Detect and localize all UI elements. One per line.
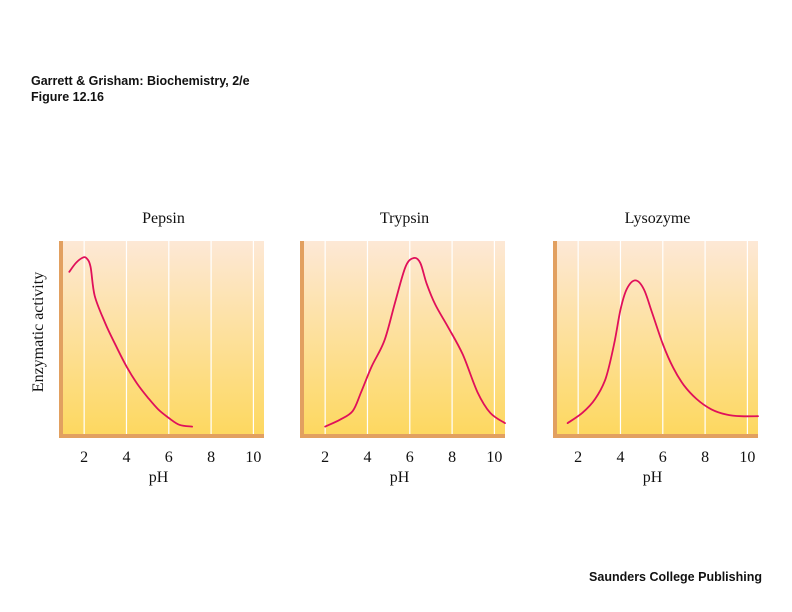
x-tick-label: 8 <box>207 449 215 466</box>
publisher-credit: Saunders College Publishing <box>589 570 762 584</box>
x-tick-label: 10 <box>486 449 502 466</box>
x-tick-label: 2 <box>574 449 582 466</box>
plot-area <box>63 241 264 434</box>
y-axis-line <box>553 241 557 438</box>
figure-number: Figure 12.16 <box>31 90 104 104</box>
panel-title: Pepsin <box>142 210 185 227</box>
activity-curve <box>566 279 759 424</box>
plot-area <box>304 241 505 434</box>
x-tick-label: 6 <box>659 449 667 466</box>
x-tick-label: 10 <box>739 449 755 466</box>
x-tick-label: 8 <box>701 449 709 466</box>
panel-lysozyme: Lysozyme 2 4 6 8 10 pH <box>553 210 759 486</box>
y-axis-line <box>59 241 63 438</box>
x-axis-label: pH <box>390 469 410 486</box>
panel-title: Trypsin <box>380 210 429 227</box>
x-axis-line <box>553 434 758 438</box>
plot-area <box>557 241 758 434</box>
x-axis-line <box>59 434 264 438</box>
panel-trypsin: Trypsin 2 4 6 8 10 pH <box>300 210 506 486</box>
chart-panels: Pepsin 2 4 6 8 10 pH Trypsin 2 4 6 8 10 pH Lysozyme 2 4 6… <box>59 210 759 486</box>
x-tick-label: 4 <box>363 449 371 466</box>
activity-curve <box>324 256 506 428</box>
x-axis-label: pH <box>149 469 169 486</box>
book-title: Garrett & Grisham: Biochemistry, 2/e <box>31 74 250 88</box>
x-tick-label: 6 <box>165 449 173 466</box>
x-tick-label: 4 <box>122 449 130 466</box>
figure-caption: Garrett & Grisham: Biochemistry, 2/e Fig… <box>31 73 250 105</box>
x-tick-label: 10 <box>245 449 261 466</box>
y-axis-line <box>300 241 304 438</box>
x-tick-label: 8 <box>448 449 456 466</box>
x-axis-line <box>300 434 505 438</box>
x-tick-label: 4 <box>616 449 624 466</box>
panel-pepsin: Pepsin 2 4 6 8 10 pH <box>59 210 264 486</box>
y-axis-label: Enzymatic activity <box>30 272 47 392</box>
activity-curve <box>68 256 193 428</box>
x-tick-label: 6 <box>406 449 414 466</box>
x-tick-label: 2 <box>80 449 88 466</box>
x-tick-label: 2 <box>321 449 329 466</box>
panel-title: Lysozyme <box>625 210 691 227</box>
x-axis-label: pH <box>643 469 663 486</box>
